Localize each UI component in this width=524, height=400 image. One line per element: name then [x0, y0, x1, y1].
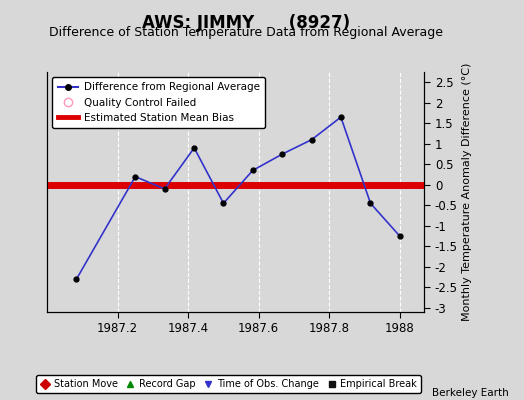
- Text: AWS: JIMMY      (8927): AWS: JIMMY (8927): [142, 14, 351, 32]
- Text: Berkeley Earth: Berkeley Earth: [432, 388, 508, 398]
- Legend: Difference from Regional Average, Quality Control Failed, Estimated Station Mean: Difference from Regional Average, Qualit…: [52, 77, 265, 128]
- Legend: Station Move, Record Gap, Time of Obs. Change, Empirical Break: Station Move, Record Gap, Time of Obs. C…: [36, 375, 421, 393]
- Text: Difference of Station Temperature Data from Regional Average: Difference of Station Temperature Data f…: [49, 26, 443, 39]
- Y-axis label: Monthly Temperature Anomaly Difference (°C): Monthly Temperature Anomaly Difference (…: [462, 63, 472, 321]
